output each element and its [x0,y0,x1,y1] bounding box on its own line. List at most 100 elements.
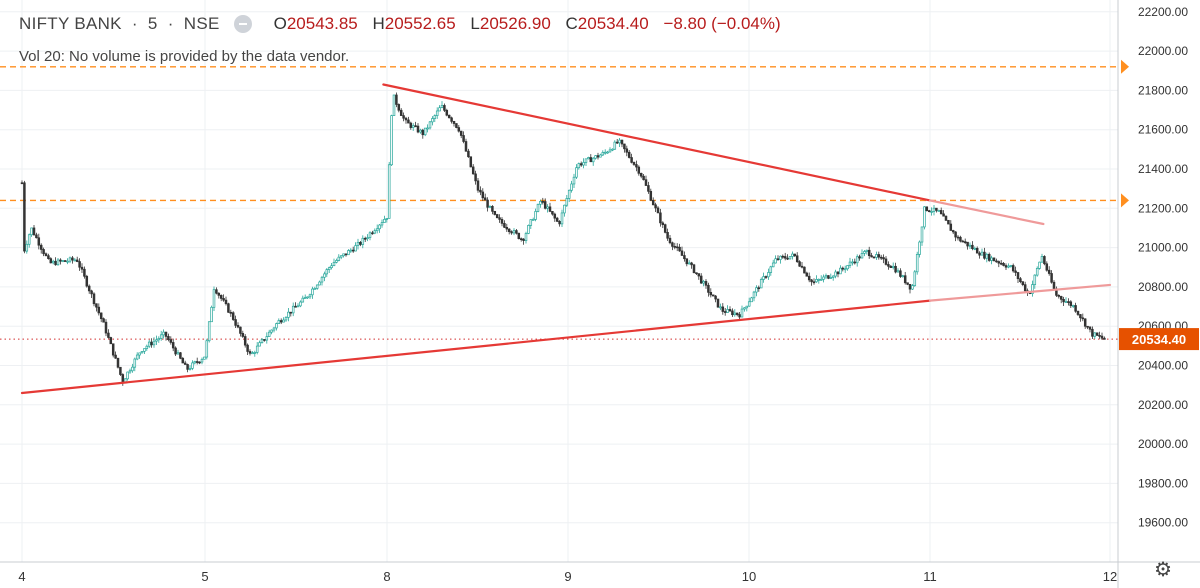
candle-body [85,275,89,287]
candle-body [380,222,384,226]
candle-body [255,345,259,353]
candle-body [687,262,691,265]
candle-body [841,267,845,270]
candle-body [387,164,391,219]
candle-body [443,105,446,111]
candle-body [848,261,852,266]
candle-body [1019,278,1022,283]
current-price-label: 20534.40 [1132,332,1186,347]
collapse-legend-button[interactable] [233,15,252,33]
candle-body [711,294,715,297]
candle-body [932,207,936,212]
y-tick-label: 21000.00 [1138,241,1188,255]
symbol-label[interactable]: NIFTY BANK · 5 · NSE [19,14,220,33]
candle-body [555,217,559,222]
candle-body [234,319,237,326]
candle-body [323,273,326,278]
candle-body [858,256,861,259]
candle-body [423,127,427,136]
close-key: C [565,14,578,33]
trendlines[interactable] [20,83,1112,395]
candle-body [1071,305,1075,307]
candle-body [265,336,269,341]
candle-body [361,237,365,245]
candle-body [191,362,194,369]
candle-body [812,281,816,284]
candle-body [851,261,854,264]
candle-body [553,213,557,219]
candle-body [150,341,153,346]
candle-body [707,284,710,293]
candle-body [1009,265,1013,267]
candle-body [1007,265,1010,268]
candle-body [587,157,590,160]
candle-body [236,325,240,328]
candle-body [757,287,761,290]
candle-body [109,337,113,345]
x-tick-label: 4 [18,569,25,584]
candle-body [608,149,612,153]
candle-body [102,318,105,323]
candle-body [745,305,749,309]
candle-body [1088,326,1092,330]
candle-body [639,172,643,177]
candle-body [1093,332,1097,337]
candle-body [181,357,185,364]
candle-body [558,221,561,225]
high-key: H [372,14,385,33]
candle-body [771,262,775,268]
candle-body [625,148,629,153]
candle-body [1047,269,1051,274]
x-tick-label: 11 [923,569,937,584]
candle-body [90,290,93,295]
candle-body [846,265,849,270]
candle-body [83,268,86,277]
candle-body [128,370,132,373]
candle-body [769,266,773,273]
candle-body [1043,256,1046,265]
candle-body [827,275,830,279]
trendline [928,283,1112,302]
candle-body [635,164,638,168]
candle-body [143,348,146,352]
candle-body [764,276,768,278]
candle-body [337,256,341,261]
candle-body [918,241,921,255]
gear-icon[interactable]: ⚙ [1154,559,1172,581]
candle-body [335,260,338,263]
candle-body [270,329,273,333]
candle-body [1076,310,1080,315]
candle-body [546,206,549,209]
candle-body [1002,263,1005,266]
grid [0,0,1118,562]
candle-body [404,117,408,121]
candle-body [419,129,422,133]
candle-body [1100,335,1104,339]
candle-body [426,127,429,130]
candle-body [493,210,497,215]
candle-body [704,281,708,286]
candle-body [589,157,593,163]
candle-body [145,345,149,349]
candle-body [591,157,595,163]
candle-body [627,151,631,158]
candle-body [464,141,468,152]
candle-body [467,150,470,158]
candle-body [992,257,996,262]
candle-body [267,331,271,337]
candle-body [320,276,324,283]
candle-body [359,241,362,245]
candle-body [860,253,864,259]
candle-body [649,190,653,201]
candle-body [872,256,876,259]
candle-body [903,275,907,284]
low-key: L [470,14,480,33]
candle-body [829,277,833,279]
candle-body [495,214,499,219]
candle-body [390,115,393,166]
candle-body [1095,332,1099,336]
candle-body [920,226,924,243]
